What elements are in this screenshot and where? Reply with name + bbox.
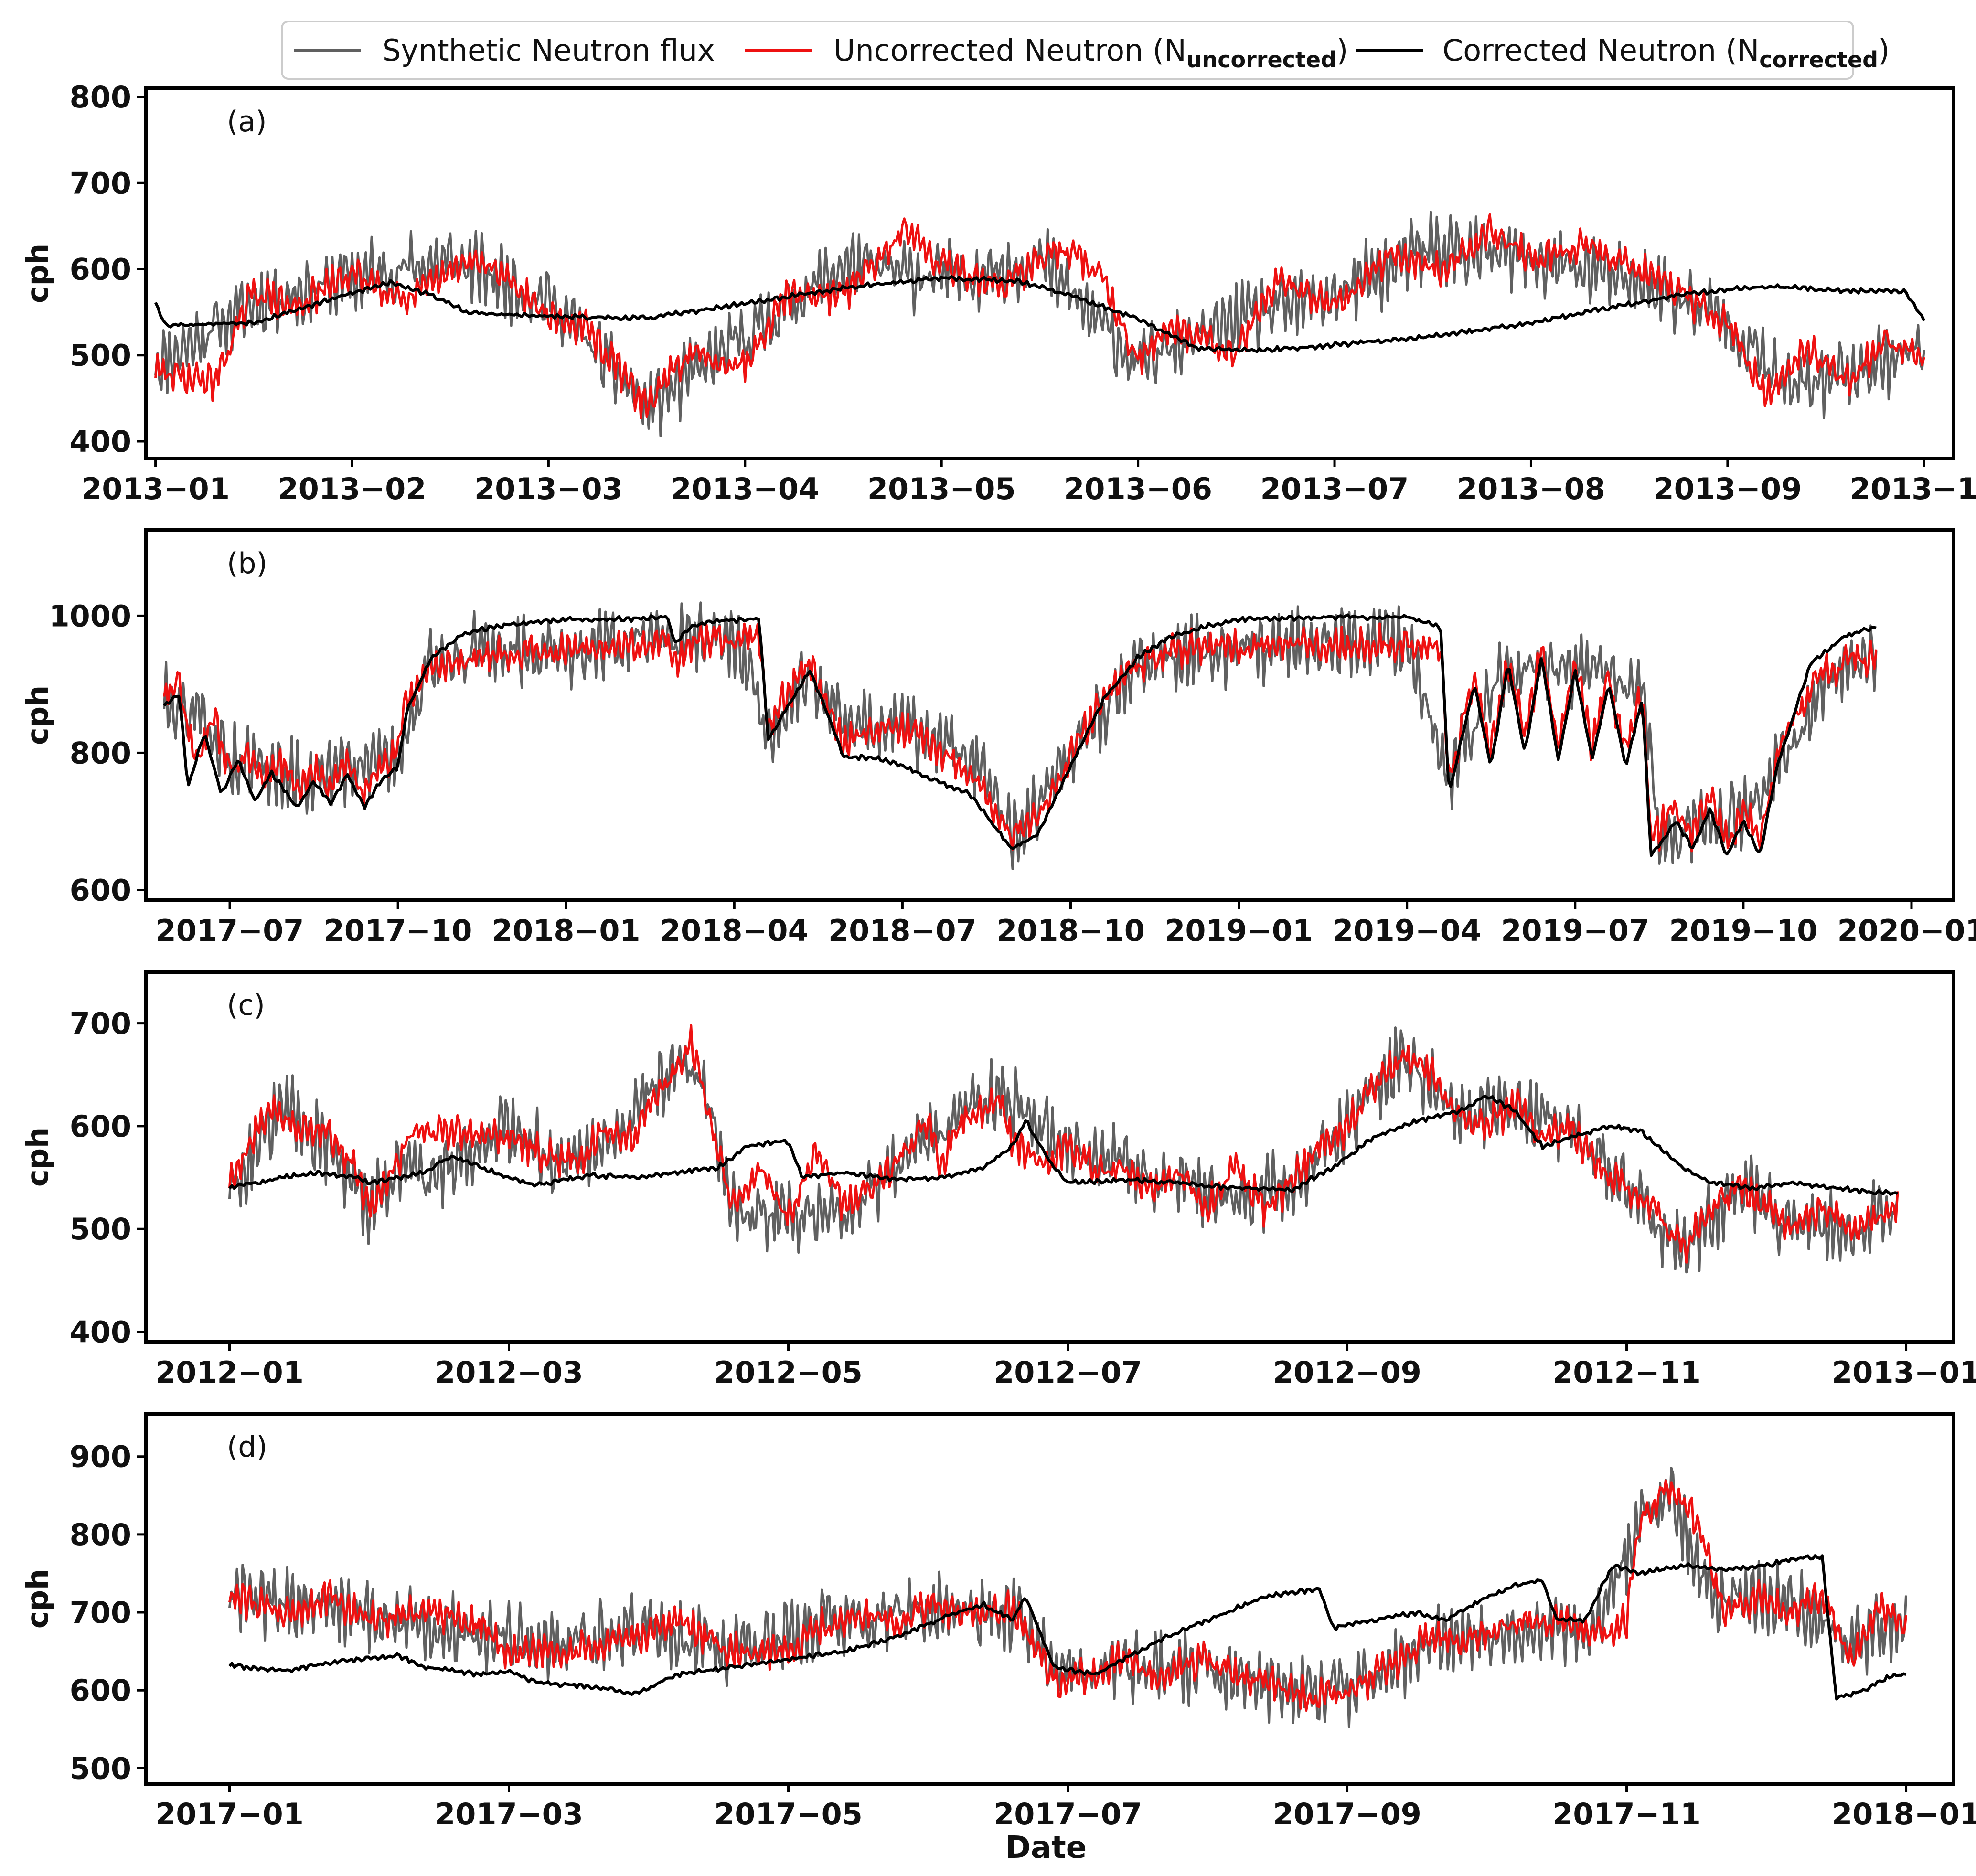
y-tick-label: 500 [70,338,131,373]
panel-tag: (b) [227,547,267,580]
legend-label-corrected-main: Corrected Neutron (N [1442,33,1759,68]
y-tick-label: 700 [70,1006,131,1041]
x-tick-label: 2012−03 [435,1355,583,1390]
x-tick-label: 2012−09 [1273,1355,1421,1390]
x-tick-label: 2018−04 [660,913,809,948]
legend-label-corrected-tail: ) [1878,33,1890,68]
x-tick-label: 2013−01 [1832,1355,1976,1390]
series-synthetic-line [154,211,1925,437]
series-uncorrected-line [228,1479,1907,1712]
plot-area [154,211,1926,437]
x-tick-label: 2013−03 [474,471,623,506]
y-tick-label: 400 [70,424,131,459]
y-tick-label: 800 [70,735,131,770]
axes-frame [144,1412,1955,1786]
axes-frame [144,970,1955,1344]
y-tick-label: 600 [70,252,131,287]
x-tick-label: 2019−07 [1501,913,1649,948]
panel-c: 400 500 600 700 2012−01 2012−03 2012−05 2012−07… [20,970,1976,1390]
legend-label-uncorrected-tail: ) [1336,33,1348,68]
series-uncorrected-line [154,213,1925,419]
x-tick-label: 2012−01 [155,1355,304,1390]
x-tick-label: 2013−02 [278,471,427,506]
legend-label-corrected-sub: corrected [1759,47,1878,73]
x-tick-label: 2018−01 [492,913,641,948]
y-tick-label: 600 [70,873,131,907]
panel-b: 600 800 1000 2017−07 2017−10 2018−01 2018−04 20… [20,528,1976,948]
axes-frame [144,528,1955,902]
x-axis-title: Date [1005,1830,1087,1865]
x-tick-label: 2017−11 [1552,1797,1701,1832]
panel-d: 500 600 700 800 900 2017−01 2017−03 2017−05 2017… [20,1412,1976,1832]
x-tick-label: 2012−07 [993,1355,1142,1390]
x-tick-label: 2012−11 [1552,1355,1701,1390]
x-tick-label: 2017−09 [1273,1797,1421,1832]
x-tick-label: 2017−07 [156,913,304,948]
y-axis-label: cph [20,1569,55,1629]
series-corrected-line [163,613,1877,857]
series-corrected-line [228,1095,1899,1196]
x-tick-label: 2017−07 [993,1797,1142,1832]
x-tick-label: 2013−08 [1457,471,1605,506]
series-corrected-line [154,275,1926,353]
x-tick-label: 2018−01 [1832,1797,1976,1832]
x-tick-label: 2019−01 [1164,913,1313,948]
legend-label-corrected: Corrected Neutron (Ncorrected) [1442,33,1890,73]
axes-frame [144,86,1955,460]
y-tick-label: 1000 [49,598,131,633]
y-tick-label: 600 [70,1109,131,1144]
x-tick-label: 2013−10 [1850,471,1976,506]
y-tick-label: 500 [70,1751,131,1786]
panel-tag: (d) [227,1430,267,1464]
plot-area [163,601,1878,870]
x-tick-label: 2013−06 [1064,471,1212,506]
legend-label-uncorrected: Uncorrected Neutron (Nuncorrected) [833,33,1348,73]
x-tick-label: 2012−05 [714,1355,863,1390]
panel-a: 400 500 600 700 800 2013−01 2013−02 2013−03 2013… [20,80,1976,506]
x-tick-label: 2019−10 [1669,913,1817,948]
x-tick-label: 2018−10 [996,913,1145,948]
y-tick-label: 900 [70,1439,131,1474]
y-tick-label: 700 [70,166,131,201]
x-tick-label: 2020−01 [1837,913,1976,948]
legend-label-uncorrected-sub: uncorrected [1186,47,1336,73]
panels: 400 500 600 700 800 2013−01 2013−02 2013−03 2013… [20,80,1976,1832]
x-tick-label: 2017−01 [155,1797,304,1832]
plot-area [228,1467,1907,1728]
x-tick-label: 2018−07 [828,913,977,948]
panel-tag: (a) [227,105,267,139]
y-tick-label: 700 [70,1595,131,1630]
y-axis-label: cph [20,685,55,745]
y-tick-label: 800 [70,1517,131,1552]
x-tick-label: 2013−09 [1653,471,1802,506]
x-tick-label: 2019−04 [1333,913,1481,948]
y-axis-label: cph [20,1127,55,1187]
y-tick-label: 500 [70,1212,131,1247]
panel-tag: (c) [227,989,265,1022]
legend-label-uncorrected-main: Uncorrected Neutron (N [833,33,1186,68]
legend-label-synthetic: Synthetic Neutron flux [382,33,715,68]
legend-box [281,21,1854,80]
series-synthetic-line [228,1467,1907,1728]
y-tick-label: 800 [70,80,131,115]
series-uncorrected-line [228,1024,1899,1264]
y-axis-label: cph [20,244,55,303]
series-uncorrected-line [163,622,1878,853]
x-tick-label: 2013−07 [1260,471,1409,506]
x-tick-label: 2013−05 [867,471,1016,506]
series-corrected-line [228,1554,1907,1701]
x-tick-label: 2013−04 [671,471,819,506]
plot-area [228,1024,1899,1274]
y-tick-label: 600 [70,1673,131,1708]
x-tick-label: 2017−05 [714,1797,863,1832]
y-tick-label: 400 [70,1314,131,1349]
legend: Synthetic Neutron flux Uncorrected Neutr… [281,21,1890,80]
x-tick-label: 2017−03 [435,1797,583,1832]
x-tick-label: 2013−01 [81,471,230,506]
x-tick-label: 2017−10 [324,913,472,948]
